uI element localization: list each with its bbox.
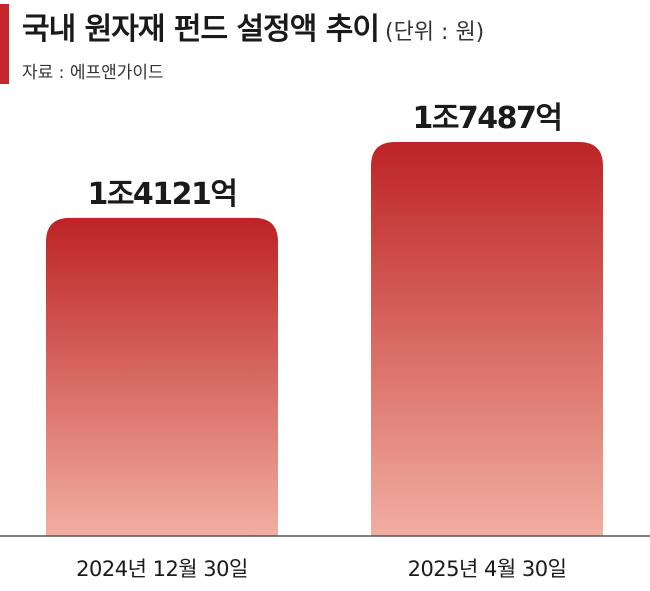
data-label-2: 1조7487억	[412, 101, 561, 136]
chart-title: 국내 원자재 펀드 설정액 추이	[22, 12, 380, 47]
data-label-1: 1조4121억	[87, 177, 236, 212]
source-label: 자료 : 에프앤가이드	[22, 63, 164, 83]
bar-2	[371, 142, 603, 536]
category-label-1: 2024년 12월 30일	[76, 557, 248, 581]
title-accent-bar	[0, 4, 9, 84]
category-label-2: 2025년 4월 30일	[408, 557, 567, 581]
unit-label: (단위 : 원)	[384, 20, 485, 45]
chart-header: 국내 원자재 펀드 설정액 추이 (단위 : 원)	[22, 4, 484, 48]
bars-group	[46, 142, 603, 536]
bar-1	[46, 217, 278, 536]
labels-group: 1조4121억 2024년 12월 30일 1조7487억 2025년 4월 30일	[76, 101, 567, 581]
